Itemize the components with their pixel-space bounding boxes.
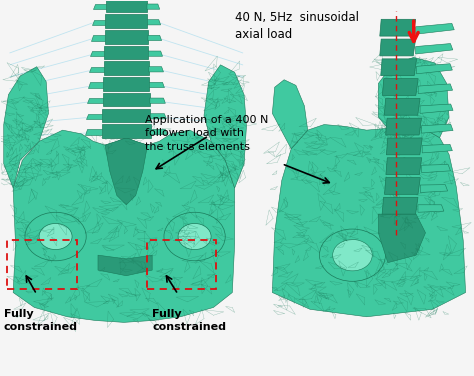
Polygon shape xyxy=(149,67,164,72)
Polygon shape xyxy=(421,124,453,133)
Polygon shape xyxy=(91,35,105,41)
Polygon shape xyxy=(104,62,149,75)
Polygon shape xyxy=(98,255,152,276)
Polygon shape xyxy=(273,80,308,149)
Bar xyxy=(7,240,77,289)
Polygon shape xyxy=(105,138,147,205)
Polygon shape xyxy=(420,185,447,193)
Circle shape xyxy=(333,240,372,271)
Polygon shape xyxy=(386,158,422,174)
Polygon shape xyxy=(386,138,422,155)
Text: Fully
constrained: Fully constrained xyxy=(152,309,226,332)
Polygon shape xyxy=(148,51,163,56)
Polygon shape xyxy=(104,46,148,59)
Circle shape xyxy=(178,223,211,250)
Polygon shape xyxy=(106,0,147,12)
Polygon shape xyxy=(147,4,160,9)
Polygon shape xyxy=(204,65,246,188)
Polygon shape xyxy=(148,35,162,41)
Polygon shape xyxy=(378,58,449,138)
Polygon shape xyxy=(147,20,161,25)
Polygon shape xyxy=(90,51,104,56)
Polygon shape xyxy=(273,124,465,317)
Polygon shape xyxy=(89,67,104,72)
Polygon shape xyxy=(381,59,417,76)
Bar xyxy=(146,240,216,289)
Polygon shape xyxy=(386,118,421,135)
Polygon shape xyxy=(378,214,426,263)
Polygon shape xyxy=(149,82,164,88)
Circle shape xyxy=(39,223,72,250)
Polygon shape xyxy=(92,20,105,25)
Polygon shape xyxy=(93,4,106,9)
Polygon shape xyxy=(87,98,103,103)
Polygon shape xyxy=(150,98,165,103)
Polygon shape xyxy=(105,14,147,28)
Polygon shape xyxy=(418,205,444,212)
Polygon shape xyxy=(151,129,167,135)
Text: Application of a 400 N
follower load with
the truss elements: Application of a 400 N follower load wit… xyxy=(145,115,268,152)
Circle shape xyxy=(25,212,86,261)
Circle shape xyxy=(319,229,385,281)
Polygon shape xyxy=(416,44,453,54)
Polygon shape xyxy=(420,104,453,113)
Polygon shape xyxy=(380,39,416,56)
Polygon shape xyxy=(86,114,102,119)
Polygon shape xyxy=(150,114,166,119)
Polygon shape xyxy=(102,109,150,122)
Circle shape xyxy=(164,212,225,261)
Text: 40 N, 5Hz  sinusoidal
axial load: 40 N, 5Hz sinusoidal axial load xyxy=(235,11,359,41)
Polygon shape xyxy=(13,130,235,322)
Text: Fully
constrained: Fully constrained xyxy=(4,309,78,332)
Polygon shape xyxy=(103,77,149,91)
Polygon shape xyxy=(384,177,420,194)
Polygon shape xyxy=(85,129,102,135)
Polygon shape xyxy=(4,67,48,188)
Polygon shape xyxy=(422,164,450,173)
Polygon shape xyxy=(105,30,148,44)
Polygon shape xyxy=(102,124,151,138)
Polygon shape xyxy=(103,93,150,106)
Polygon shape xyxy=(417,64,452,74)
Polygon shape xyxy=(380,19,416,36)
Polygon shape xyxy=(418,84,453,94)
Polygon shape xyxy=(416,23,454,34)
Polygon shape xyxy=(422,144,452,153)
Polygon shape xyxy=(88,82,103,88)
Polygon shape xyxy=(382,197,418,214)
Polygon shape xyxy=(384,99,420,115)
Polygon shape xyxy=(383,79,418,96)
